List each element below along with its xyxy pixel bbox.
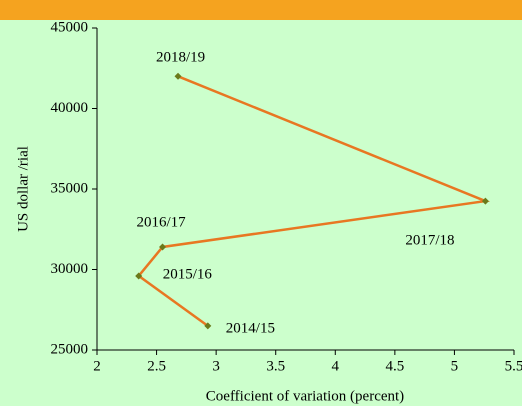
x-tick-label: 4.5 xyxy=(385,358,404,374)
x-tick-label: 2.5 xyxy=(147,358,166,374)
point-label: 2015/16 xyxy=(163,266,213,282)
y-tick-label: 35000 xyxy=(51,180,89,196)
y-tick-label: 25000 xyxy=(51,341,89,357)
x-axis-label: Coefficient of variation (percent) xyxy=(206,388,404,404)
point-label: 2016/17 xyxy=(137,214,187,230)
marker xyxy=(135,272,143,280)
y-axis-label: US dollar /rial xyxy=(15,146,31,232)
point-label: 2018/19 xyxy=(156,50,205,66)
marker xyxy=(481,197,489,205)
x-tick-label: 3.5 xyxy=(266,358,285,374)
x-tick-label: 3 xyxy=(212,358,220,374)
x-tick-label: 4 xyxy=(332,358,340,374)
marker xyxy=(204,322,212,330)
marker xyxy=(174,72,182,80)
point-label: 2017/18 xyxy=(405,233,454,249)
y-tick-label: 40000 xyxy=(51,100,89,116)
x-tick-label: 5.5 xyxy=(505,358,522,374)
x-tick-label: 5 xyxy=(451,358,459,374)
y-tick-label: 45000 xyxy=(51,19,89,35)
x-tick-label: 2 xyxy=(93,358,101,374)
y-tick-label: 30000 xyxy=(51,261,89,277)
point-label: 2014/15 xyxy=(226,320,275,336)
marker xyxy=(159,243,167,251)
top-band xyxy=(0,0,522,20)
